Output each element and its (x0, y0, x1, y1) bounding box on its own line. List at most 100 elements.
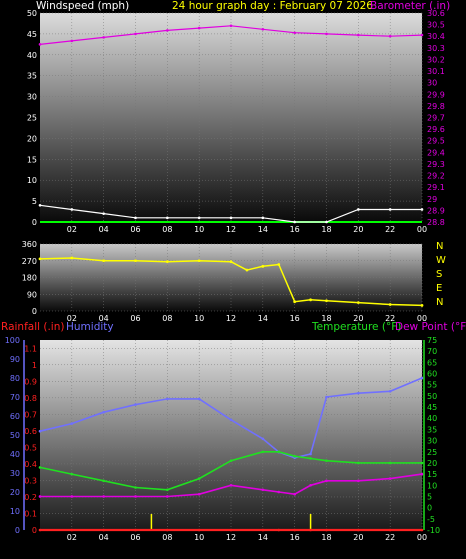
rainfall-point (325, 528, 328, 532)
barometer-tick-label: 29.5 (427, 137, 445, 146)
humidity-point (309, 452, 312, 456)
temperature-tick-label: 70 (427, 347, 437, 356)
x-tick-label: 20 (353, 225, 363, 234)
barometer-tick-label: 30.1 (427, 67, 445, 76)
rainfall-point (38, 528, 42, 532)
x-tick-label: 08 (162, 225, 172, 234)
barometer-tick-label: 30.5 (427, 21, 445, 30)
temperature-point (309, 457, 312, 460)
wind-direction-point (261, 264, 265, 268)
wind-direction-point (356, 301, 360, 305)
wind-direction-tick-label: 270 (22, 257, 37, 266)
barometer-tick-label: 30.3 (427, 44, 445, 53)
x-tick-label: 06 (130, 314, 140, 323)
temperature-tick-label: 50 (427, 392, 437, 401)
temperature-point (357, 461, 360, 465)
windspeed-point (261, 216, 265, 220)
x-tick-label: 04 (99, 533, 109, 542)
barometer-point (229, 24, 233, 28)
barometer-tick-label: 29.2 (427, 172, 445, 181)
barometer-tick-label: 29.3 (427, 160, 445, 169)
barometer-point (357, 33, 360, 37)
windspeed-tick-label: 25 (27, 114, 37, 123)
x-tick-label: 02 (67, 533, 77, 542)
wind-direction-tick-label: 360 (22, 240, 37, 249)
wind-direction-point (325, 299, 328, 303)
temperature-tick-label: 75 (427, 336, 437, 345)
humidity-point (420, 376, 424, 380)
windspeed-tick-label: 45 (27, 30, 37, 39)
windspeed-tick-label: 10 (27, 176, 37, 185)
temperature-point (166, 488, 169, 492)
x-tick-label: 04 (99, 314, 109, 323)
dewpoint-point (197, 492, 201, 496)
rainfall-tick-label: 0.9 (24, 377, 37, 386)
windspeed-point (102, 212, 105, 215)
x-tick-label: 12 (226, 225, 236, 234)
x-tick-label: 22 (385, 225, 395, 234)
temperature-tick-label: -10 (427, 526, 440, 535)
humidity-tick-label: 30 (10, 469, 20, 478)
temperature-point (293, 454, 296, 458)
x-tick-label: 00 (417, 314, 427, 323)
rainfall-point (309, 528, 312, 532)
rainfall-point (420, 528, 424, 532)
humidity-point (166, 397, 169, 401)
windspeed-point (293, 220, 296, 224)
humidity-tick-label: 80 (10, 374, 20, 383)
x-tick-label: 10 (194, 314, 204, 323)
dewpoint-point (420, 472, 424, 476)
x-tick-label: 22 (385, 314, 395, 323)
x-tick-label: 18 (321, 314, 331, 323)
windspeed-tick-label: 20 (27, 134, 37, 143)
barometer-axis-label: Barometer (.in) (370, 0, 450, 12)
windspeed-point (134, 216, 137, 220)
windspeed-point (38, 203, 42, 207)
x-tick-label: 00 (417, 533, 427, 542)
wind-direction-point (420, 304, 424, 307)
x-tick-label: 08 (162, 314, 172, 323)
dewpoint-point (38, 495, 42, 498)
windspeed-tick-label: 40 (27, 51, 37, 60)
temperature-tick-label: -5 (427, 515, 435, 524)
x-tick-label: 20 (353, 314, 363, 323)
temperature-point (325, 459, 328, 463)
x-tick-label: 18 (321, 533, 331, 542)
temperature-point (102, 479, 105, 483)
rainfall-tick-label: 0.4 (24, 460, 37, 469)
x-tick-label: 10 (194, 225, 204, 234)
humidity-point (134, 403, 137, 406)
x-tick-label: 06 (130, 225, 140, 234)
barometer-tick-label: 28.9 (427, 206, 445, 215)
x-tick-label: 06 (130, 533, 140, 542)
windspeed-point (70, 208, 74, 211)
windspeed-point (197, 216, 201, 220)
x-tick-label: 08 (162, 533, 172, 542)
humidity-tick-label: 40 (10, 450, 20, 459)
temperature-point (261, 450, 265, 454)
rainfall-axis-label: Rainfall (.in) (1, 321, 64, 333)
dewpoint-axis-label: Dew Point (°F) (395, 321, 466, 333)
chart-title: 24 hour graph day : February 07 2026 (172, 0, 373, 12)
humidity-tick-label: 70 (10, 393, 20, 402)
wind-direction-point (229, 260, 233, 264)
barometer-point (197, 26, 201, 30)
barometer-point (70, 39, 74, 43)
rainfall-point (357, 528, 360, 532)
windspeed-axis-label: Windspeed (mph) (36, 0, 129, 12)
windspeed-point (420, 208, 424, 211)
humidity-point (261, 437, 265, 441)
temp-humidity-panel (40, 340, 422, 530)
humidity-point (325, 395, 328, 399)
rainfall-tick-label: 0.1 (24, 509, 37, 518)
dewpoint-point (70, 495, 74, 498)
x-tick-label: 12 (226, 314, 236, 323)
rainfall-tick-label: 0.7 (24, 410, 37, 419)
rainfall-point (388, 528, 392, 532)
humidity-tick-label: 100 (5, 336, 20, 345)
wind-direction-point (165, 260, 169, 264)
humidity-tick-label: 50 (10, 431, 20, 440)
windspeed-tick-label: 50 (27, 9, 37, 18)
x-tick-label: 16 (290, 225, 300, 234)
